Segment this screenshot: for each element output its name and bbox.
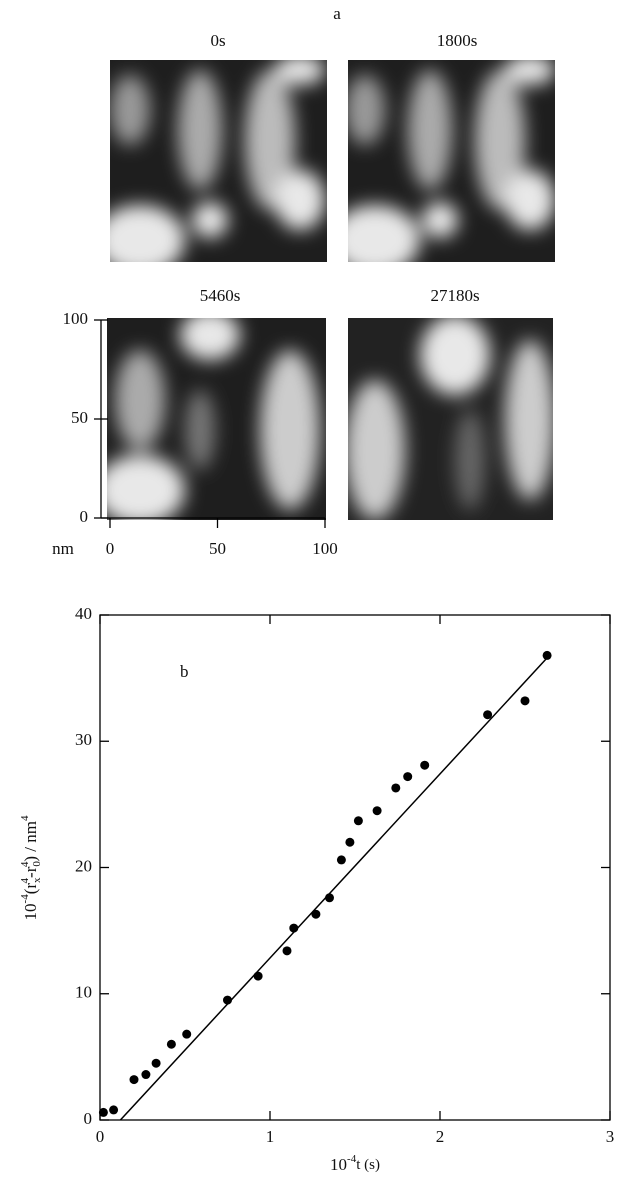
image-title: 5460s — [200, 286, 241, 305]
label-part: 10 — [21, 903, 40, 920]
label-part: 4 — [19, 861, 31, 867]
data-point — [223, 995, 232, 1005]
y-tick-label: 10 — [75, 983, 92, 1002]
data-point — [289, 923, 299, 933]
x-tick-label: 100 — [312, 539, 338, 558]
data-point — [542, 650, 552, 660]
data-point — [353, 816, 363, 826]
data-point — [109, 1105, 119, 1115]
data-point — [391, 783, 401, 793]
y-tick-label: 30 — [75, 730, 92, 749]
data-point — [311, 909, 321, 919]
label-part: ) / nm — [21, 821, 40, 862]
label-part: t (s) — [356, 1157, 380, 1173]
data-point — [98, 1107, 108, 1117]
afm-image — [348, 318, 553, 520]
label-part: x — [31, 877, 43, 883]
label-part: -4 — [19, 894, 31, 904]
data-point — [345, 837, 355, 847]
data-point — [282, 946, 292, 956]
x-tick-label: 3 — [606, 1127, 615, 1146]
fit-line — [119, 657, 548, 1121]
data-point — [182, 1029, 192, 1039]
y-axis-label: 10-4(rx4-r04) / nm4 — [19, 815, 43, 920]
image-title: 27180s — [430, 286, 479, 305]
label-part: 10 — [330, 1155, 347, 1174]
data-point — [253, 971, 263, 981]
y-tick-label: 100 — [63, 309, 89, 328]
label-part: (r — [21, 883, 40, 895]
x-axis-label: 10-4t (s) — [330, 1153, 380, 1174]
label-part: 4 — [19, 815, 31, 821]
data-point — [129, 1075, 139, 1085]
panel-label: a — [333, 4, 341, 23]
y-tick-label: 20 — [75, 856, 92, 875]
plot-frame — [99, 614, 611, 1121]
data-point — [372, 806, 382, 816]
data-point — [325, 893, 334, 903]
label-part: -4 — [347, 1153, 357, 1165]
data-point — [483, 710, 493, 720]
x-tick-label: 0 — [106, 539, 115, 558]
data-point — [403, 772, 413, 782]
data-point — [336, 855, 346, 865]
y-tick-label: 0 — [84, 1109, 93, 1128]
afm-image — [107, 318, 326, 520]
label-part: 4 — [19, 877, 31, 883]
image-title: 0s — [210, 31, 225, 50]
afm-image — [348, 60, 555, 262]
data-point — [151, 1058, 161, 1068]
x-tick-label: 2 — [436, 1127, 445, 1146]
label-part: -r — [21, 866, 40, 878]
unit-label: nm — [52, 539, 74, 558]
x-tick-label: 0 — [96, 1127, 105, 1146]
image-title: 1800s — [437, 31, 478, 50]
y-tick-label: 0 — [80, 507, 89, 526]
panel-label: b — [180, 662, 189, 681]
label-part: 0 — [31, 861, 43, 867]
y-tick-label: 50 — [71, 408, 88, 427]
data-point — [141, 1070, 151, 1080]
data-point — [520, 696, 530, 706]
x-tick-label: 1 — [266, 1127, 275, 1146]
data-point — [420, 760, 430, 770]
y-tick-label: 40 — [75, 604, 92, 623]
afm-image — [110, 60, 327, 262]
data-point — [166, 1039, 176, 1049]
x-tick-label: 50 — [209, 539, 226, 558]
